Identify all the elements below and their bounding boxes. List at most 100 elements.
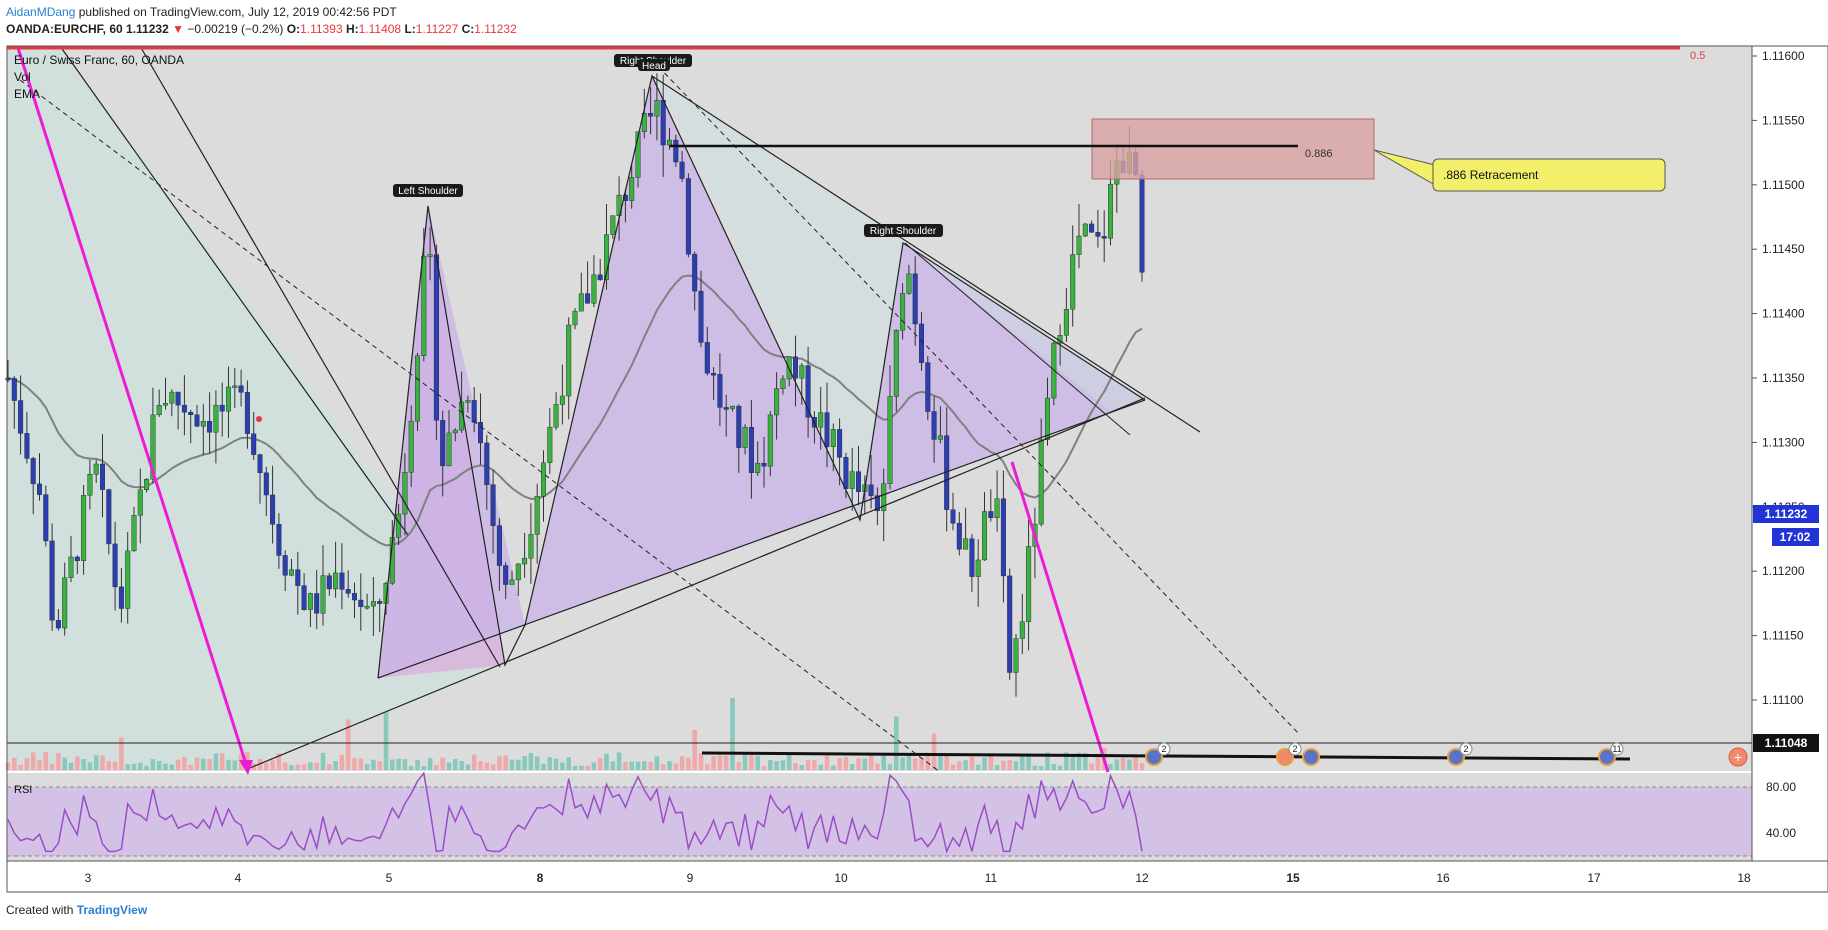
volume-bar (81, 759, 86, 770)
candle-body (301, 585, 307, 610)
time-tick-label: 10 (834, 871, 848, 885)
volume-bar (862, 758, 868, 770)
candle-body (219, 404, 225, 412)
volume-bar (705, 764, 710, 770)
candle-body (937, 435, 943, 440)
volume-bar (509, 759, 515, 770)
add-event-icon[interactable] (1728, 747, 1748, 767)
volume-bar (1089, 763, 1094, 770)
volume-bar (616, 752, 622, 770)
close-value: 1.11232 (474, 22, 517, 36)
volume-bar (906, 755, 912, 770)
volume-bar (150, 759, 156, 770)
volume-bar (604, 753, 609, 770)
candlesticks (5, 73, 1145, 697)
created-with-label: Created with (6, 903, 74, 917)
volume-bar (1127, 759, 1132, 770)
price-tick-label: 1.11200 (1762, 564, 1805, 578)
candle-body (717, 374, 723, 408)
event-badge[interactable]: 11 (1598, 742, 1624, 766)
candle-body (629, 177, 635, 201)
event-badge[interactable]: 2 (1276, 742, 1302, 766)
close-label: C: (461, 22, 475, 36)
retracement-level-label: 0.886 (1305, 148, 1333, 160)
candle-body (131, 515, 137, 552)
candle-body (433, 254, 439, 421)
volume-bar (1051, 763, 1057, 770)
volume-bar (1038, 765, 1044, 770)
candle-body (1044, 397, 1050, 440)
volume-bar (112, 761, 118, 770)
volume-bar (824, 752, 830, 770)
candle-body (1000, 498, 1006, 577)
volume-bar (377, 761, 382, 770)
volume-bar (755, 755, 760, 770)
volume-bar (396, 758, 401, 770)
time-tick-label: 3 (85, 871, 92, 885)
candle-body (654, 99, 660, 117)
volume-bar (56, 753, 61, 770)
rsi-label: RSI (14, 784, 32, 796)
footer: Created with TradingView (6, 903, 147, 917)
candle-body (648, 113, 654, 117)
chart-frame (6, 45, 1828, 893)
open-value: 1.11393 (300, 22, 343, 36)
legend-ema: EMA (14, 87, 40, 101)
candle-body (370, 601, 376, 607)
volume-bar (125, 764, 130, 770)
event-badge[interactable]: 2 (1447, 742, 1473, 766)
candle-body (137, 489, 143, 516)
volume-bar (849, 764, 855, 770)
candle-body (679, 161, 685, 179)
candle-body (150, 414, 156, 480)
volume-bar (5, 762, 11, 770)
candle-body (685, 178, 691, 255)
volume-bar (1120, 757, 1126, 770)
volume-bar (988, 755, 994, 770)
tradingview-logo[interactable]: TradingView (76, 903, 148, 917)
volume-bar (730, 698, 735, 770)
volume-bar (30, 752, 36, 770)
volume-bar (1032, 765, 1038, 770)
candle-body (919, 323, 925, 363)
candle-body (893, 329, 899, 397)
volume-bar (43, 752, 49, 770)
candle-body (238, 385, 244, 393)
event-badges[interactable]: 2 2 2 11 (1145, 742, 1624, 766)
publish-info: published on TradingView.com, July 12, 2… (78, 5, 397, 19)
event-badge[interactable]: 2 (1145, 742, 1171, 766)
author-link[interactable]: AidanMDang (6, 5, 76, 19)
candle-body (333, 572, 339, 590)
volume-bar (434, 765, 439, 770)
volume-bar (780, 760, 786, 770)
legend-title: Euro / Swiss Franc, 60, OANDA (14, 53, 184, 67)
candle-body (181, 404, 187, 413)
price-tick-label: 1.11450 (1762, 242, 1805, 256)
price-tick-label: 1.11300 (1762, 435, 1805, 449)
volume-bar (793, 762, 798, 770)
candle-body (74, 556, 80, 561)
event-badge[interactable] (1302, 748, 1320, 766)
candle-body (711, 373, 717, 376)
candle-body (673, 139, 679, 163)
candle-body (736, 405, 742, 448)
volume-bar (490, 764, 496, 770)
candle-body (830, 429, 836, 447)
volume-bar (471, 754, 477, 770)
price-axis (1752, 46, 1828, 861)
candle-body (459, 401, 465, 431)
candle-body (175, 391, 181, 406)
time-tick-label: 11 (985, 871, 998, 885)
candle-body (1107, 183, 1113, 239)
volume-bar (415, 759, 420, 770)
candle-body (427, 254, 433, 257)
arrow-head-icon (239, 760, 253, 775)
volume-bar (843, 757, 849, 770)
volume-bar (1133, 754, 1138, 770)
volume-bar (333, 761, 338, 770)
candle-body (408, 420, 414, 473)
volume-bar (201, 758, 206, 770)
volume-bar (516, 759, 521, 770)
volume-bar (100, 755, 105, 770)
